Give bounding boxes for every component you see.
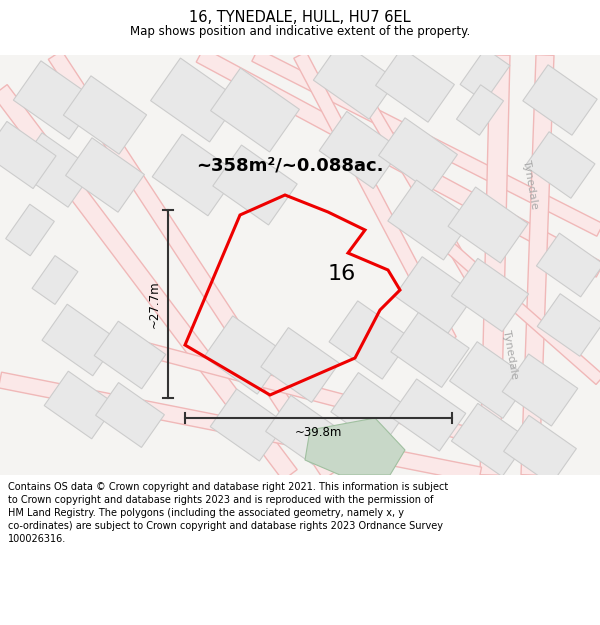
Polygon shape [0,372,482,483]
Polygon shape [65,138,145,212]
Polygon shape [395,257,475,333]
Polygon shape [16,132,94,208]
Text: Tynedale: Tynedale [501,330,519,380]
Polygon shape [379,118,457,192]
Polygon shape [0,84,297,481]
Polygon shape [480,55,510,475]
Polygon shape [523,65,597,135]
Polygon shape [525,132,595,198]
Polygon shape [376,48,454,122]
Text: ~27.7m: ~27.7m [148,280,161,328]
Polygon shape [451,403,529,477]
Polygon shape [329,301,411,379]
Polygon shape [32,256,78,304]
Text: to Crown copyright and database rights 2023 and is reproduced with the permissio: to Crown copyright and database rights 2… [8,495,433,505]
Polygon shape [460,48,510,102]
Polygon shape [391,312,469,388]
Polygon shape [426,226,600,384]
Text: ~39.8m: ~39.8m [295,426,342,439]
Polygon shape [151,58,239,142]
Polygon shape [335,52,495,313]
Polygon shape [108,333,492,447]
Text: HM Land Registry. The polygons (including the associated geometry, namely x, y: HM Land Registry. The polygons (includin… [8,508,404,518]
Text: 100026316.: 100026316. [8,534,66,544]
Polygon shape [252,49,600,236]
Polygon shape [305,418,405,475]
Polygon shape [521,54,554,476]
Polygon shape [261,328,339,402]
Bar [0,475,600,625]
Polygon shape [0,121,56,189]
Polygon shape [5,204,55,256]
Polygon shape [294,52,456,343]
Polygon shape [196,48,600,277]
Polygon shape [204,316,286,394]
Polygon shape [503,416,577,484]
Polygon shape [448,187,528,263]
Polygon shape [44,371,116,439]
Polygon shape [449,342,530,418]
Polygon shape [13,61,97,139]
Text: 16: 16 [328,264,356,284]
Polygon shape [211,68,299,152]
Bar [0,0,600,55]
Polygon shape [42,304,118,376]
Polygon shape [266,396,338,464]
Polygon shape [213,145,297,225]
Polygon shape [64,76,146,154]
Polygon shape [390,379,466,451]
Text: Contains OS data © Crown copyright and database right 2021. This information is : Contains OS data © Crown copyright and d… [8,482,448,492]
Text: Tynedale: Tynedale [521,160,539,210]
Polygon shape [537,294,600,356]
Bar [0,55,600,475]
Polygon shape [94,321,166,389]
Polygon shape [152,134,238,216]
Polygon shape [319,111,401,189]
Text: 16, TYNEDALE, HULL, HU7 6EL: 16, TYNEDALE, HULL, HU7 6EL [189,10,411,25]
Polygon shape [331,372,409,448]
Text: Map shows position and indicative extent of the property.: Map shows position and indicative extent… [130,25,470,38]
Polygon shape [457,85,503,135]
Polygon shape [502,354,578,426]
Polygon shape [210,389,286,461]
Polygon shape [388,180,472,260]
Text: co-ordinates) are subject to Crown copyright and database rights 2023 Ordnance S: co-ordinates) are subject to Crown copyr… [8,521,443,531]
Polygon shape [536,233,600,297]
Text: ~358m²/~0.088ac.: ~358m²/~0.088ac. [196,156,384,174]
Polygon shape [451,258,529,332]
Polygon shape [95,382,164,448]
Polygon shape [49,51,337,479]
Polygon shape [313,41,397,119]
